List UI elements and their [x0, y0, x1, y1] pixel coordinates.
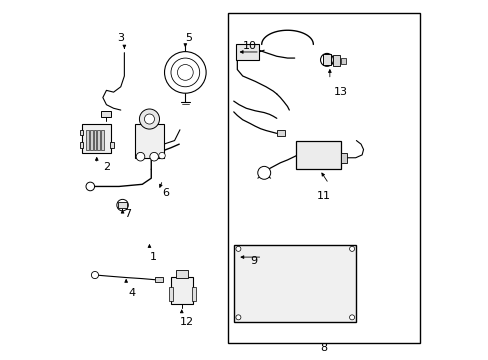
- Circle shape: [320, 53, 333, 66]
- Circle shape: [139, 109, 159, 129]
- Text: 9: 9: [249, 256, 257, 266]
- Bar: [101, 111, 111, 117]
- Bar: [155, 277, 163, 282]
- Bar: [234, 244, 356, 321]
- Bar: [82, 125, 111, 153]
- Circle shape: [235, 246, 241, 251]
- Bar: [341, 153, 346, 163]
- Bar: [90, 130, 93, 149]
- Bar: [97, 130, 100, 149]
- Bar: [276, 130, 284, 136]
- Text: 6: 6: [162, 188, 169, 198]
- Text: 5: 5: [185, 33, 192, 43]
- Bar: [86, 130, 89, 149]
- Bar: [93, 130, 96, 149]
- Bar: [191, 287, 196, 301]
- Bar: [228, 13, 419, 343]
- Circle shape: [117, 199, 128, 211]
- Bar: [323, 54, 330, 65]
- Bar: [101, 130, 103, 149]
- Bar: [169, 287, 173, 301]
- Bar: [171, 277, 192, 304]
- Text: 10: 10: [243, 41, 256, 50]
- Bar: [80, 130, 83, 135]
- Circle shape: [136, 152, 144, 161]
- Text: 1: 1: [149, 252, 156, 262]
- Circle shape: [86, 182, 94, 191]
- Bar: [333, 55, 339, 66]
- Bar: [110, 142, 114, 148]
- Bar: [80, 142, 83, 148]
- Bar: [135, 125, 163, 158]
- Bar: [175, 270, 187, 278]
- Circle shape: [164, 51, 206, 93]
- Bar: [235, 44, 258, 60]
- Circle shape: [177, 64, 193, 80]
- Text: 8: 8: [319, 343, 326, 353]
- Text: 13: 13: [334, 87, 347, 97]
- Text: 7: 7: [124, 209, 131, 219]
- Circle shape: [91, 271, 99, 279]
- Text: 3: 3: [117, 33, 124, 43]
- Text: 4: 4: [128, 288, 135, 298]
- Circle shape: [349, 315, 354, 320]
- Circle shape: [149, 152, 158, 161]
- Circle shape: [144, 114, 154, 124]
- Circle shape: [235, 315, 241, 320]
- Bar: [118, 202, 126, 208]
- Bar: [340, 58, 345, 64]
- Circle shape: [159, 152, 165, 159]
- Circle shape: [257, 166, 270, 179]
- Circle shape: [349, 246, 354, 251]
- Text: 11: 11: [316, 191, 330, 201]
- Circle shape: [171, 58, 199, 87]
- Bar: [296, 140, 341, 169]
- Text: 12: 12: [180, 317, 194, 327]
- Text: 2: 2: [102, 162, 110, 172]
